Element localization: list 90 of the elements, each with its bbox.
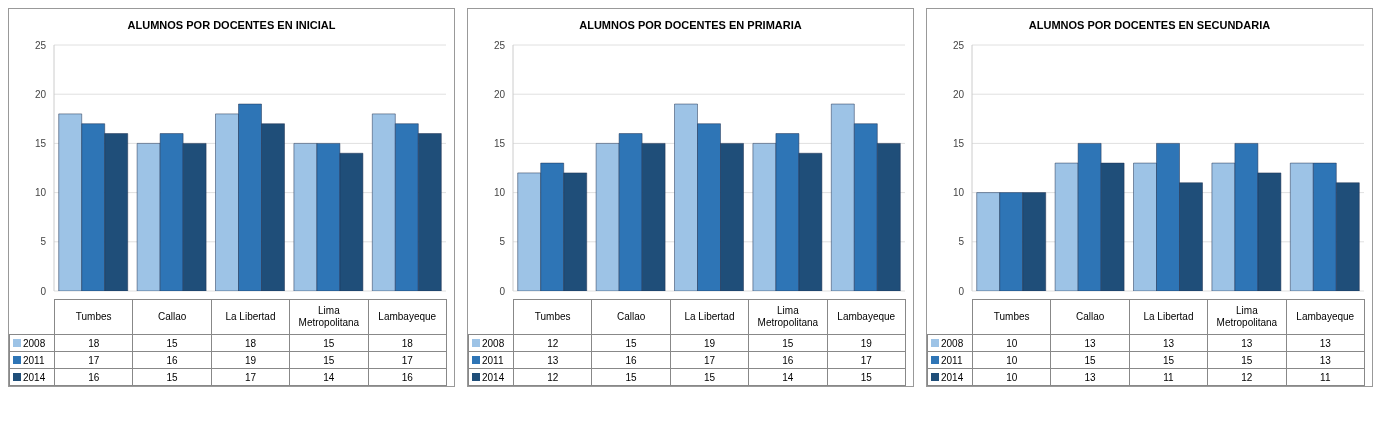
data-label: 15 [670,368,749,386]
data-label: 15 [1207,351,1287,369]
data-label: 16 [132,351,212,369]
data-label: 16 [368,368,447,386]
y-tick-label: 20 [952,88,965,100]
data-label: 17 [827,351,906,369]
data-label: 13 [1286,334,1365,352]
data-label: 13 [513,351,592,369]
data-label: 12 [513,368,592,386]
chart-title: ALUMNOS POR DOCENTES EN INICIAL [126,18,337,33]
legend-label: 2008 [9,334,55,352]
data-label: 16 [54,368,133,386]
data-label: 15 [132,334,212,352]
y-tick-label: 0 [499,285,506,297]
x-tick-label: Lambayeque [1286,299,1365,335]
x-tick-label: Callao [1050,299,1130,335]
y-tick-label: 15 [34,137,47,149]
data-label: 13 [1207,334,1287,352]
data-label: 13 [1050,334,1130,352]
y-tick-label: 10 [952,187,965,199]
chart-title: ALUMNOS POR DOCENTES EN PRIMARIA [578,18,803,33]
y-tick-label: 0 [958,285,965,297]
data-label: 17 [670,351,749,369]
data-label: 15 [132,368,212,386]
y-tick-label: 25 [493,39,506,51]
data-label: 17 [211,368,290,386]
data-label: 12 [1207,368,1287,386]
data-label: 11 [1129,368,1208,386]
x-tick-label: La Libertad [1129,299,1208,335]
data-label: 15 [289,351,369,369]
data-label: 19 [670,334,749,352]
y-tick-label: 15 [952,137,965,149]
data-label: 15 [1050,351,1130,369]
data-label: 14 [289,368,369,386]
x-tick-label: Lima Metropolitana [748,299,828,335]
data-label: 12 [513,334,592,352]
x-tick-label: Callao [591,299,671,335]
data-label: 15 [827,368,906,386]
data-label: 10 [972,368,1051,386]
data-label: 10 [972,334,1051,352]
data-label: 15 [591,368,671,386]
x-tick-label: Lima Metropolitana [1207,299,1287,335]
data-label: 15 [591,334,671,352]
data-label: 11 [1286,368,1365,386]
data-label: 17 [54,351,133,369]
legend-label: 2014 [927,368,973,386]
legend-label: 2008 [468,334,514,352]
legend-label: 2011 [927,351,973,369]
y-tick-label: 20 [493,88,506,100]
x-tick-label: Lima Metropolitana [289,299,369,335]
x-tick-label: Lambayeque [368,299,447,335]
y-tick-label: 5 [958,236,965,248]
x-tick-label: Tumbes [54,299,133,335]
y-tick-label: 15 [493,137,506,149]
data-label: 15 [1129,351,1208,369]
legend-label: 2008 [927,334,973,352]
data-label: 13 [1286,351,1365,369]
data-label: 19 [827,334,906,352]
x-tick-label: La Libertad [670,299,749,335]
data-label: 13 [1129,334,1208,352]
data-label: 18 [211,334,290,352]
data-label: 16 [748,351,828,369]
data-label: 16 [591,351,671,369]
data-label: 13 [1050,368,1130,386]
chart-title: ALUMNOS POR DOCENTES EN SECUNDARIA [1027,18,1272,33]
legend-label: 2014 [468,368,514,386]
x-tick-label: Tumbes [972,299,1051,335]
x-tick-label: La Libertad [211,299,290,335]
y-tick-label: 20 [34,88,47,100]
data-label: 10 [972,351,1051,369]
data-label: 15 [289,334,369,352]
legend-label: 2014 [9,368,55,386]
data-label: 18 [54,334,133,352]
y-tick-label: 10 [34,187,47,199]
data-label: 14 [748,368,828,386]
data-label: 17 [368,351,447,369]
data-label: 19 [211,351,290,369]
legend-label: 2011 [468,351,514,369]
data-label: 15 [748,334,828,352]
x-tick-label: Callao [132,299,212,335]
y-tick-label: 0 [40,285,47,297]
data-label: 18 [368,334,447,352]
y-tick-label: 5 [499,236,506,248]
x-tick-label: Tumbes [513,299,592,335]
y-tick-label: 5 [40,236,47,248]
x-tick-label: Lambayeque [827,299,906,335]
y-tick-label: 25 [34,39,47,51]
y-tick-label: 10 [493,187,506,199]
y-tick-label: 25 [952,39,965,51]
legend-label: 2011 [9,351,55,369]
